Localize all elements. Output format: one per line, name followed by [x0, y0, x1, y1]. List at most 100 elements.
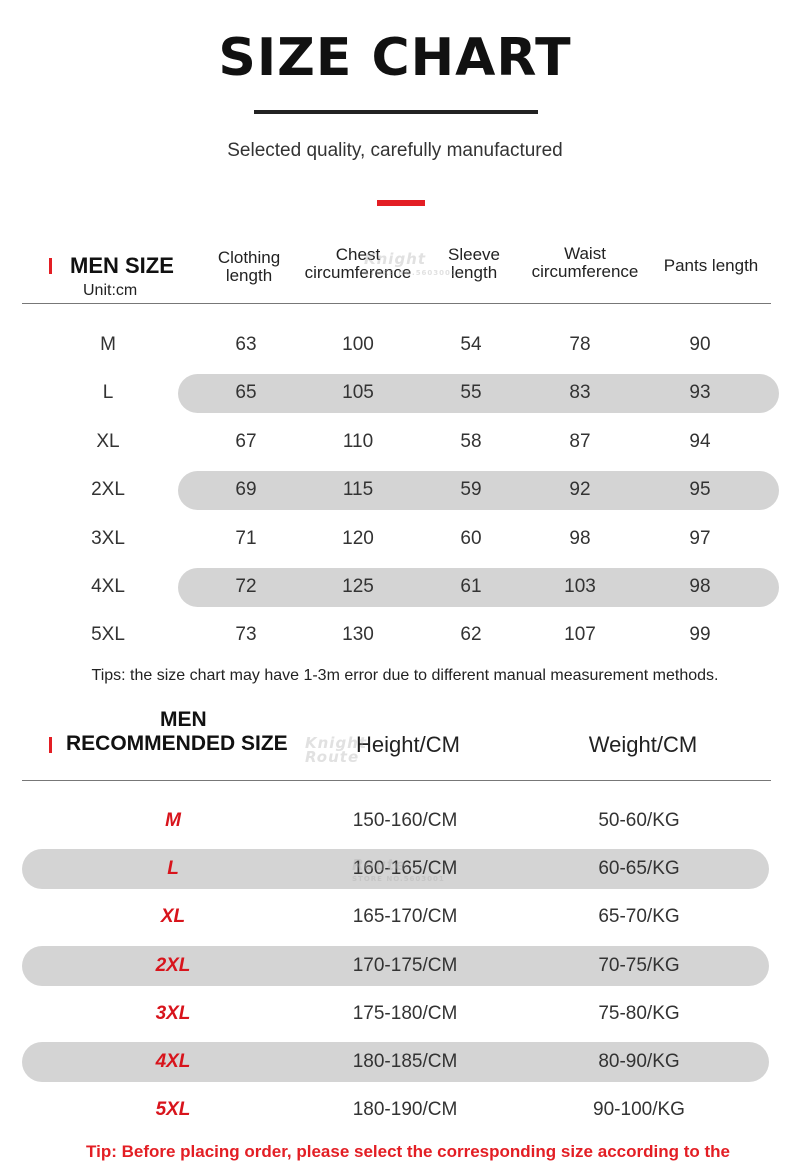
red-marker	[49, 737, 52, 753]
watermark-store: STORE NO.5603001	[352, 875, 445, 883]
watermark-text: Route	[352, 856, 407, 874]
red-marker	[49, 258, 52, 274]
size-value: 107	[564, 624, 596, 646]
col-header-chest: Chest circumference	[293, 246, 423, 282]
size-value: 95	[689, 479, 711, 501]
col-header-line: circumference	[304, 263, 412, 282]
size-value: 61	[460, 576, 482, 597]
weight-range: 80-90/KG	[598, 1051, 680, 1072]
size-value: 130	[342, 624, 374, 646]
size-value: 110	[342, 430, 374, 452]
size-value: 72	[235, 576, 257, 597]
col-header-line: Clothing	[217, 248, 281, 267]
col-header-clothing-length: Clothing length	[199, 249, 299, 285]
col-header-line: length	[450, 263, 498, 282]
recommended-size: 2XL	[155, 954, 191, 976]
watermark: Knight STORE NO.5603001	[364, 252, 457, 280]
col-header-sleeve: Sleeve length	[424, 246, 524, 282]
size-value: 63	[235, 334, 257, 355]
size-value: 62	[460, 624, 482, 646]
weight-range: 75-80/KG	[598, 1002, 680, 1024]
size-label: 3XL	[91, 527, 125, 549]
size-value: 115	[342, 479, 374, 501]
col-header-line: length	[225, 266, 273, 285]
height-header: Height/CM	[356, 732, 460, 757]
unit-label: Unit:cm	[83, 282, 138, 299]
row-band	[22, 1042, 769, 1082]
height-range: 180-185/CM	[352, 1051, 458, 1072]
tips-note: Tips: the size chart may have 1-3m error…	[91, 667, 719, 684]
size-value: 103	[564, 576, 596, 597]
size-value: 67	[235, 430, 257, 452]
height-range: 175-180/CM	[352, 1002, 458, 1024]
size-value: 100	[342, 334, 374, 355]
recommended-title-line1: MEN	[160, 708, 207, 731]
size-value: 92	[569, 479, 591, 501]
size-label: 5XL	[91, 624, 125, 646]
weight-range: 90-100/KG	[593, 1099, 685, 1121]
size-value: 105	[342, 382, 374, 404]
page-title: SIZE CHART	[218, 28, 572, 88]
watermark-text: Knight	[364, 250, 427, 268]
size-label: 2XL	[91, 479, 125, 501]
red-accent-dash	[377, 200, 425, 206]
recommended-size: M	[165, 810, 181, 831]
col-header-line: Sleeve	[448, 245, 500, 264]
row-band	[22, 945, 769, 986]
col-header-line: Chest	[335, 245, 381, 264]
size-value: 97	[689, 527, 711, 549]
size-label: XL	[96, 430, 120, 452]
size-value: 120	[342, 527, 374, 549]
row-band	[178, 374, 779, 414]
size-label: L	[102, 382, 114, 404]
recommended-size: 3XL	[155, 1002, 191, 1024]
height-range: 150-160/CM	[352, 810, 458, 831]
size-value: 93	[689, 382, 711, 404]
watermark: Knight Route	[305, 734, 368, 766]
row-band	[178, 471, 779, 511]
recommended-size: 5XL	[155, 1099, 191, 1121]
size-value: 69	[235, 479, 257, 501]
recommended-size: XL	[160, 906, 186, 928]
size-value: 83	[569, 382, 591, 404]
weight-range: 50-60/KG	[598, 810, 680, 831]
size-value: 90	[689, 334, 711, 355]
watermark: Route STORE NO.5603001	[352, 858, 445, 886]
col-header-line: Pants length	[663, 256, 759, 275]
header-divider	[22, 780, 771, 781]
size-value: 99	[689, 624, 711, 646]
weight-range: 60-65/KG	[598, 858, 680, 880]
size-value: 94	[689, 430, 711, 452]
size-value: 78	[569, 334, 591, 355]
recommended-title-line2: RECOMMENDED SIZE	[66, 732, 288, 755]
size-value: 98	[689, 576, 711, 597]
col-header-line: circumference	[531, 262, 639, 281]
subtitle: Selected quality, carefully manufactured	[227, 140, 563, 161]
title-underline	[254, 110, 538, 114]
recommended-size: 4XL	[155, 1051, 191, 1072]
size-value: 125	[342, 576, 374, 597]
watermark-text: Knight	[305, 734, 368, 752]
men-size-title: MEN SIZE	[70, 253, 174, 278]
weight-header: Weight/CM	[588, 732, 698, 757]
size-value: 59	[460, 479, 482, 501]
size-value: 60	[460, 527, 482, 549]
row-band	[178, 568, 779, 607]
size-value: 87	[569, 430, 591, 452]
size-value: 58	[460, 430, 482, 452]
size-value: 73	[235, 624, 257, 646]
size-value: 65	[235, 382, 257, 404]
header-divider	[22, 303, 771, 304]
watermark-store: STORE NO.5603001	[364, 269, 457, 277]
height-range: 170-175/CM	[352, 954, 458, 976]
col-header-line: Waist	[564, 244, 606, 263]
size-value: 54	[460, 334, 482, 355]
size-label: M	[100, 334, 116, 355]
col-header-pants: Pants length	[651, 257, 771, 275]
weight-range: 70-75/KG	[598, 954, 680, 976]
recommended-size: L	[167, 858, 179, 880]
size-value: 98	[569, 527, 591, 549]
size-label: 4XL	[91, 576, 125, 597]
watermark-text: Route	[305, 748, 360, 766]
size-value: 71	[235, 527, 257, 549]
